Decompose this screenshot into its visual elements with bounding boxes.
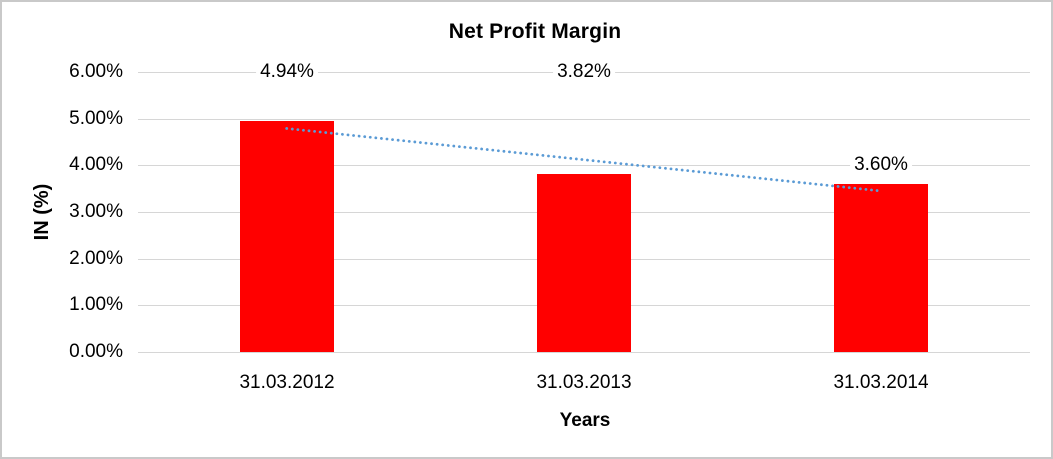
- bar: [834, 184, 928, 352]
- gridline: [138, 119, 1030, 120]
- bar: [537, 174, 631, 352]
- y-tick-label: 0.00%: [69, 341, 123, 362]
- x-category-label: 31.03.2014: [833, 372, 929, 393]
- gridline: [138, 352, 1030, 353]
- y-tick-label: 5.00%: [69, 108, 123, 129]
- chart-title: Net Profit Margin: [448, 20, 622, 43]
- y-tick-label: 4.00%: [69, 154, 123, 175]
- bar: [240, 121, 334, 352]
- x-category-label: 31.03.2013: [536, 372, 632, 393]
- data-label: 3.82%: [553, 61, 615, 83]
- data-label: 3.60%: [850, 154, 912, 176]
- x-axis-title: Years: [559, 410, 611, 431]
- data-label: 4.94%: [256, 61, 318, 83]
- y-tick-label: 1.00%: [69, 294, 123, 315]
- y-tick-label: 3.00%: [69, 201, 123, 222]
- y-tick-label: 6.00%: [69, 61, 123, 82]
- x-category-label: 31.03.2012: [239, 372, 335, 393]
- y-tick-label: 2.00%: [69, 248, 123, 269]
